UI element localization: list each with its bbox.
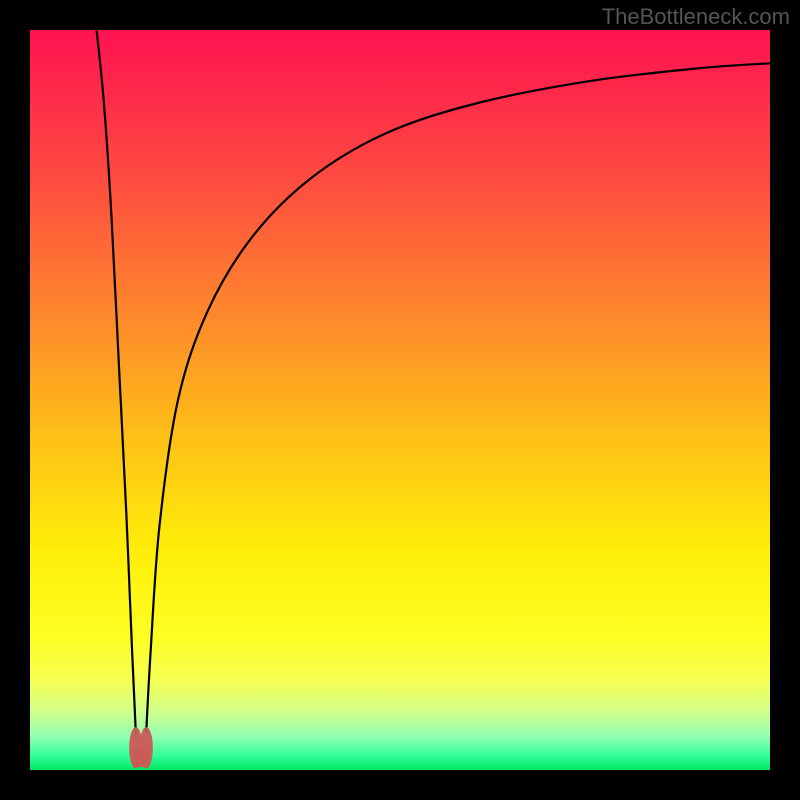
chart-container: TheBottleneck.com	[0, 0, 800, 800]
watermark-text: TheBottleneck.com	[602, 4, 790, 30]
plot-background-gradient	[30, 30, 770, 770]
bottleneck-curve-plot	[0, 0, 800, 800]
